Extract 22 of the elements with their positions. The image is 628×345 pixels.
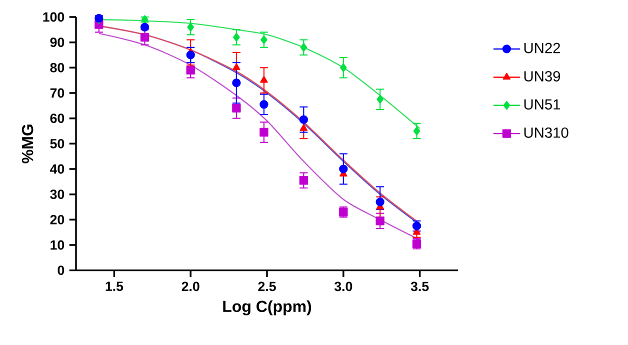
x-tick-label: 2.0 [182, 282, 200, 292]
y-tick-label: 80 [50, 62, 64, 72]
y-tick-label: 60 [50, 114, 64, 124]
y-tick-label: 0 [58, 266, 64, 276]
x-tick-label: 2.5 [258, 282, 276, 292]
y-axis-title: %MG [22, 124, 34, 164]
x-axis-title: Log C(ppm) [223, 300, 312, 316]
legend-label: UN39 [524, 71, 560, 82]
y-tick-label: 70 [50, 88, 64, 98]
legend-label: UN51 [524, 99, 560, 110]
legend-label: UN22 [524, 42, 560, 54]
y-tick-label: 40 [50, 164, 64, 174]
y-tick-label: 20 [50, 214, 64, 224]
x-tick-label: 1.5 [106, 282, 124, 291]
y-tick-label: 90 [50, 38, 64, 48]
x-tick-label: 3.0 [334, 282, 352, 292]
y-tick-label: 30 [50, 190, 64, 200]
legend-label: UN310 [524, 127, 568, 138]
y-tick-label: 100 [43, 12, 64, 22]
y-tick-label: 10 [50, 240, 64, 250]
y-tick-label: 50 [50, 138, 64, 148]
x-tick-label: 3.5 [410, 282, 429, 292]
